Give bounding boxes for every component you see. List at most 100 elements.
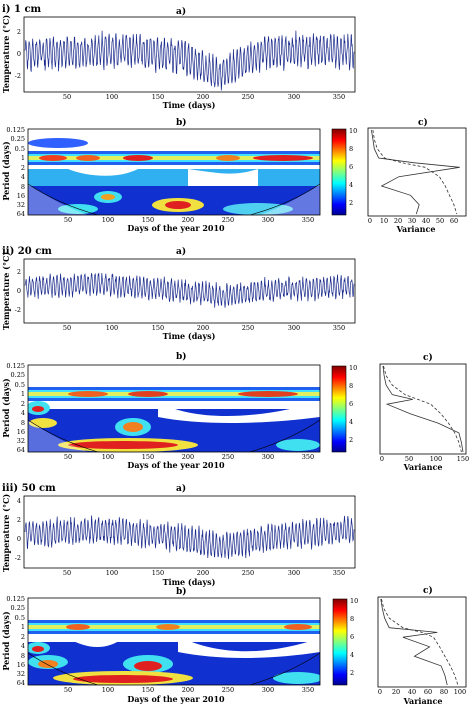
wavelet-ylabel: Period (days): [1, 141, 11, 201]
section-i: i) 1 cm a) Temperature (°C) 2 0 -2 50 10…: [1, 4, 467, 234]
wavelet-xtick: 250: [222, 686, 234, 694]
colorbar-tick: 4: [349, 181, 353, 189]
wavelet-xtick: 150: [142, 686, 154, 694]
wavelet-xlabel: Days of the year 2010: [127, 694, 225, 704]
wavelet-plot: [27, 597, 321, 686]
ts-xlabel: Time (days): [163, 331, 216, 341]
ts-axes: [23, 495, 356, 569]
ts-xtick: 250: [242, 569, 254, 577]
wavelet-xtick: 300: [262, 453, 274, 461]
variance-line: [371, 129, 460, 215]
wavelet-ytick: 64: [17, 446, 25, 454]
variance-xtick: 50: [436, 217, 444, 225]
wavelet-xtick: 250: [222, 453, 234, 461]
wavelet-xtick: 350: [302, 453, 314, 461]
wavelet-ylabel: Period (days): [1, 611, 11, 671]
ts-xlabel: Time (days): [163, 577, 216, 587]
variance-xlabel: Variance: [396, 224, 436, 234]
wavelet-ytick: 32: [17, 201, 25, 209]
ts-ylabel: Temperature (°C): [1, 15, 11, 93]
colorbar-tick: 8: [349, 382, 353, 390]
significance-line: [381, 598, 459, 686]
panel-title-b: b): [176, 351, 187, 362]
ts-xlabel: Time (days): [163, 100, 216, 110]
ts-xtick: 200: [197, 93, 209, 101]
colorbar-tick: 10: [350, 597, 358, 605]
wavelet-ytick: 4: [21, 409, 25, 417]
ts-xtick: 50: [63, 569, 71, 577]
ts-xtick: 350: [333, 324, 345, 332]
section-iii: iii) 50 cm a) Temperature (°C) 4 2 0 -2 …: [1, 483, 467, 706]
ts-xtick: 200: [197, 569, 209, 577]
temperature-line: [24, 30, 355, 91]
wavelet-ytick: 0.125: [6, 595, 25, 603]
wavelet-ytick: 0.5: [15, 381, 25, 389]
variance-xlabel: Variance: [403, 462, 443, 472]
panel-title-c: c): [418, 117, 428, 128]
section-label: ii) 20 cm: [2, 246, 52, 257]
wavelet-ytick: 0.25: [11, 604, 25, 612]
wavelet-ytick: 4: [21, 173, 25, 181]
section-ii: ii) 20 cm a) Temperature (°C) 2 0 -2 50 …: [1, 246, 469, 472]
colorbar-tick: 8: [350, 615, 354, 623]
variance-xtick: 0: [378, 688, 382, 696]
wavelet-xtick: 200: [182, 453, 194, 461]
panel-title-b: b): [176, 586, 187, 597]
colorbar-tick: 4: [349, 418, 353, 426]
colorbar: [332, 598, 348, 686]
significance-line: [372, 129, 458, 215]
ts-xtick: 300: [288, 324, 300, 332]
variance-xtick: 150: [457, 455, 469, 463]
wavelet-ytick: 32: [17, 670, 25, 678]
wavelet-ytick: 16: [17, 192, 25, 200]
wavelet-xtick: 100: [102, 216, 114, 224]
wavelet-xtick: 100: [102, 453, 114, 461]
wavelet-xtick: 250: [222, 216, 234, 224]
wavelet-ytick: 1: [21, 390, 25, 398]
variance-xtick: 40: [408, 688, 416, 696]
panel-title-a: a): [176, 483, 186, 494]
wavelet-xtick: 200: [182, 216, 194, 224]
wavelet-xtick: 50: [64, 216, 72, 224]
variance-xtick: 20: [394, 217, 402, 225]
colorbar-tick: 10: [349, 364, 357, 372]
wavelet-xtick: 300: [262, 216, 274, 224]
ts-ytick: 2: [17, 28, 21, 36]
panel-title-c: c): [423, 585, 433, 596]
variance-xtick: 100: [430, 455, 442, 463]
colorbar-tick: 2: [349, 436, 353, 444]
wavelet-xtick: 50: [64, 686, 72, 694]
wavelet-ytick: 0.5: [15, 614, 25, 622]
wavelet-ytick: 16: [17, 661, 25, 669]
ts-xtick: 300: [288, 569, 300, 577]
variance-axes: [367, 127, 467, 217]
ts-ytick: 0: [17, 287, 21, 295]
ts-xtick: 150: [152, 324, 164, 332]
variance-line: [382, 365, 464, 453]
wavelet-xtick: 350: [302, 216, 314, 224]
ts-ytick: 2: [17, 268, 21, 276]
variance-xtick: 20: [392, 688, 400, 696]
panel-title-a: a): [176, 246, 186, 257]
ts-xtick: 100: [106, 324, 118, 332]
significance-line: [383, 365, 462, 453]
colorbar: [331, 128, 347, 216]
wavelet-ytick: 32: [17, 437, 25, 445]
colorbar-tick: 6: [349, 163, 353, 171]
wavelet-ytick: 8: [21, 183, 25, 191]
wavelet-xtick: 300: [262, 686, 274, 694]
variance-xtick: 60: [450, 217, 458, 225]
wavelet-ytick: 8: [21, 652, 25, 660]
ts-xtick: 100: [106, 569, 118, 577]
variance-line: [380, 598, 448, 686]
wavelet-ytick: 8: [21, 419, 25, 427]
ts-xtick: 50: [63, 93, 71, 101]
colorbar-tick: 10: [349, 127, 357, 135]
ts-ytick: -2: [15, 306, 21, 314]
ts-xtick: 150: [152, 569, 164, 577]
wavelet-ytick: 1: [21, 623, 25, 631]
wavelet-xlabel: Days of the year 2010: [127, 460, 225, 470]
variance-xtick: 0: [368, 217, 372, 225]
wavelet-ytick: 64: [17, 679, 25, 687]
ts-xtick: 200: [197, 324, 209, 332]
